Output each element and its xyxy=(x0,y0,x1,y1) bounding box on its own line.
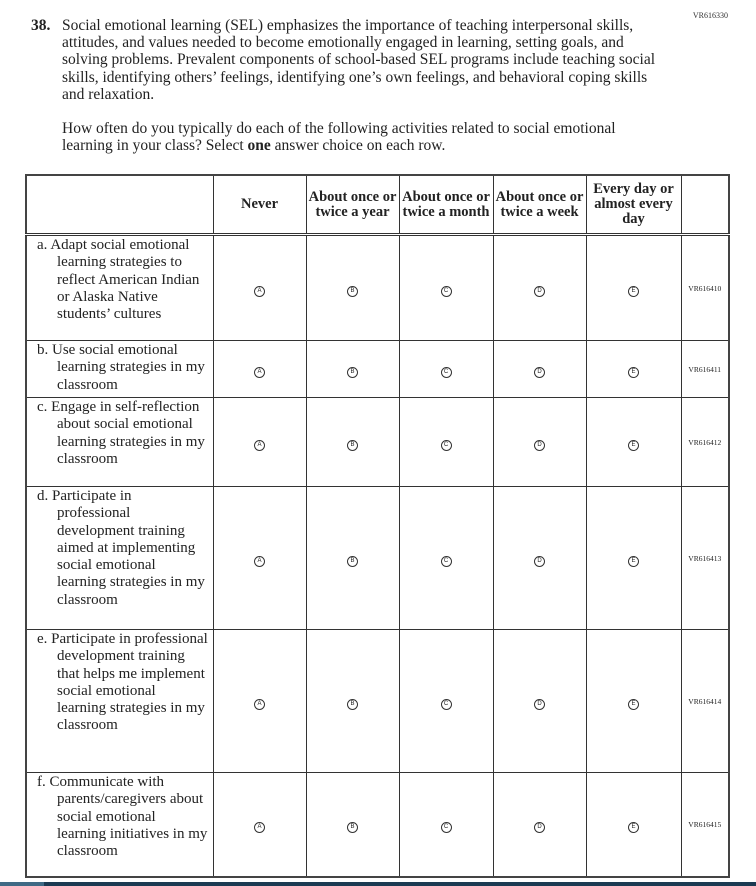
row-code: VR616414 xyxy=(680,629,730,773)
answer-bubble-b[interactable]: B xyxy=(347,699,358,710)
row-label: e. Participate in professional developme… xyxy=(25,629,214,773)
answer-bubble-e[interactable]: E xyxy=(628,556,639,567)
header-code xyxy=(680,174,730,235)
option-cell: C xyxy=(398,486,494,630)
row-code: VR616415 xyxy=(680,772,730,877)
answer-bubble-b[interactable]: B xyxy=(347,367,358,378)
answer-bubble-c[interactable]: C xyxy=(440,440,452,451)
column-header: About once or twice a week xyxy=(492,174,587,235)
option-cell: D xyxy=(492,629,587,773)
answer-bubble-c[interactable]: C xyxy=(440,556,452,567)
answer-bubble-d[interactable]: D xyxy=(534,440,545,451)
answer-bubble-c[interactable]: C xyxy=(440,699,452,710)
option-cell: A xyxy=(212,772,307,877)
answer-bubble-c[interactable]: C xyxy=(440,822,452,834)
answer-bubble-c[interactable]: C xyxy=(440,367,452,378)
option-cell: B xyxy=(305,629,400,773)
option-cell: E xyxy=(585,629,682,773)
option-cell: B xyxy=(305,397,400,487)
option-cell: B xyxy=(305,486,400,630)
answer-bubble-b[interactable]: B xyxy=(347,556,358,567)
option-cell: B xyxy=(305,340,400,398)
option-cell: D xyxy=(492,397,587,487)
option-cell: A xyxy=(212,234,307,341)
option-cell: A xyxy=(212,397,307,487)
answer-bubble-b[interactable]: B xyxy=(347,286,358,297)
option-cell: B xyxy=(305,234,400,341)
answer-bubble-b[interactable]: B xyxy=(347,440,358,451)
answer-bubble-c[interactable]: C xyxy=(440,286,452,297)
answer-bubble-a[interactable]: A xyxy=(254,699,265,710)
table-row: c. Engage in self-reflection about socia… xyxy=(25,397,730,487)
answer-bubble-a[interactable]: A xyxy=(254,440,265,451)
page-code: VR616330 xyxy=(692,11,728,20)
header-row: Never About once or twice a year About o… xyxy=(25,174,730,235)
answer-bubble-a[interactable]: A xyxy=(254,367,265,378)
option-cell: C xyxy=(398,397,494,487)
row-label: d. Participate in professional developme… xyxy=(25,486,214,630)
answer-bubble-a[interactable]: A xyxy=(254,556,265,567)
column-header: Every day or almost every day xyxy=(585,174,682,235)
option-cell: E xyxy=(585,772,682,877)
row-code: VR616411 xyxy=(680,340,730,398)
answer-bubble-b[interactable]: B xyxy=(347,822,358,834)
header-blank xyxy=(25,174,214,235)
row-label: a. Adapt social emotional learning strat… xyxy=(25,234,214,341)
option-cell: A xyxy=(212,629,307,773)
column-header: About once or twice a month xyxy=(398,174,494,235)
prompt-emphasis: one xyxy=(247,137,271,155)
question-prompt: How often do you typically do each of th… xyxy=(62,120,662,154)
answer-bubble-a[interactable]: A xyxy=(254,286,265,297)
option-cell: A xyxy=(212,486,307,630)
column-header: Never xyxy=(212,174,307,235)
option-cell: D xyxy=(492,772,587,877)
option-cell: D xyxy=(492,486,587,630)
row-code: VR616410 xyxy=(680,234,730,341)
question-number: 38. xyxy=(31,17,51,34)
answer-bubble-d[interactable]: D xyxy=(534,699,545,710)
column-header: About once or twice a year xyxy=(305,174,400,235)
answer-bubble-d[interactable]: D xyxy=(534,286,545,297)
question-intro: Social emotional learning (SEL) emphasiz… xyxy=(62,17,656,103)
option-cell: D xyxy=(492,234,587,341)
answer-bubble-e[interactable]: E xyxy=(628,699,639,710)
table-row: b. Use social emotional learning strateg… xyxy=(25,340,730,398)
option-cell: E xyxy=(585,397,682,487)
option-cell: E xyxy=(585,340,682,398)
row-label: f. Communicate with parents/caregivers a… xyxy=(25,772,214,877)
answer-bubble-d[interactable]: D xyxy=(534,556,545,567)
table-row: d. Participate in professional developme… xyxy=(25,486,730,630)
answer-bubble-e[interactable]: E xyxy=(628,286,639,297)
row-label: c. Engage in self-reflection about socia… xyxy=(25,397,214,487)
option-cell: A xyxy=(212,340,307,398)
answer-bubble-d[interactable]: D xyxy=(534,367,545,378)
row-label: b. Use social emotional learning strateg… xyxy=(25,340,214,398)
prompt-text: How often do you typically do each of th… xyxy=(62,120,616,155)
option-cell: D xyxy=(492,340,587,398)
option-cell: C xyxy=(398,234,494,341)
option-cell: C xyxy=(398,772,494,877)
row-code: VR616412 xyxy=(680,397,730,487)
option-cell: E xyxy=(585,486,682,630)
bottom-bar xyxy=(0,882,756,886)
option-cell: C xyxy=(398,340,494,398)
option-cell: B xyxy=(305,772,400,877)
answer-bubble-d[interactable]: D xyxy=(534,822,545,834)
answer-bubble-a[interactable]: A xyxy=(254,822,265,834)
table-row: a. Adapt social emotional learning strat… xyxy=(25,234,730,341)
row-code: VR616413 xyxy=(680,486,730,630)
answer-bubble-e[interactable]: E xyxy=(628,367,639,378)
answer-grid: Never About once or twice a year About o… xyxy=(25,174,730,878)
prompt-text-end: answer choice on each row. xyxy=(270,137,446,155)
option-cell: E xyxy=(585,234,682,341)
table-row: e. Participate in professional developme… xyxy=(25,629,730,773)
option-cell: C xyxy=(398,629,494,773)
answer-bubble-e[interactable]: E xyxy=(628,440,639,451)
table-row: f. Communicate with parents/caregivers a… xyxy=(25,772,730,877)
answer-bubble-e[interactable]: E xyxy=(628,822,639,834)
